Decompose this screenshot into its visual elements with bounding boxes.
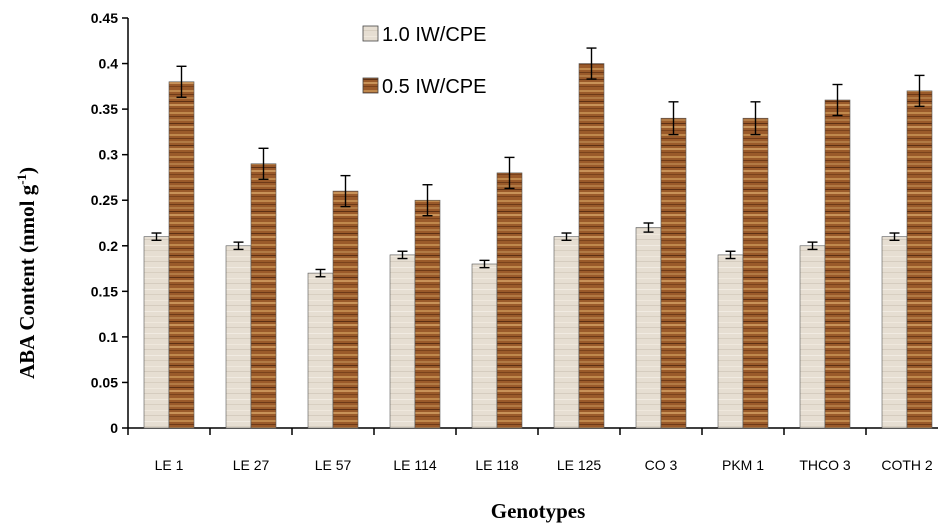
- bar-series-2: [578, 63, 605, 429]
- bars: [143, 63, 933, 429]
- bar-series-1: [471, 263, 498, 429]
- y-tick-label: 0: [110, 420, 118, 436]
- bar-series-1: [717, 254, 744, 429]
- legend-swatch-series-1: [362, 25, 379, 42]
- category-label: LE 125: [557, 457, 602, 473]
- y-tick-label: 0.1: [99, 329, 119, 345]
- bar-series-1: [553, 236, 580, 429]
- bar-series-1: [143, 236, 170, 429]
- bar-series-1: [881, 236, 908, 429]
- error-bars: [151, 47, 925, 278]
- bar-series-2: [660, 117, 687, 429]
- y-tick-label: 0.05: [91, 374, 118, 390]
- legend-swatch-series-2: [362, 77, 379, 94]
- bar-series-2: [824, 99, 851, 429]
- x-axis-title: Genotypes: [491, 499, 586, 523]
- legend: 1.0 IW/CPE 0.5 IW/CPE: [362, 24, 486, 98]
- y-tick-label: 0.25: [91, 192, 118, 208]
- y-tick-label: 0.45: [91, 10, 118, 26]
- bar-series-2: [496, 172, 523, 429]
- bar-series-1: [225, 245, 252, 429]
- category-label: PKM 1: [722, 457, 764, 473]
- category-label: LE 118: [475, 457, 519, 473]
- bar-series-2: [168, 81, 195, 429]
- bar-series-1: [799, 245, 826, 429]
- bar-series-1: [635, 227, 662, 429]
- category-label: CO 3: [645, 457, 678, 473]
- category-label: LE 57: [315, 457, 352, 473]
- y-axis-title: ABA Content (nmol g-1): [14, 167, 39, 379]
- category-label: LE 1: [155, 457, 184, 473]
- legend-label-series-1: 1.0 IW/CPE: [382, 24, 486, 46]
- category-label: LE 114: [393, 457, 437, 473]
- y-tick-label: 0.4: [99, 56, 119, 72]
- bar-series-1: [389, 254, 416, 429]
- y-axis-title-main: ABA Content (nmol g: [15, 184, 39, 379]
- bar-series-2: [906, 90, 933, 429]
- category-labels: LE 1 LE 27 LE 57 LE 114 LE 118 LE 125 CO 3 PKM …: [155, 457, 933, 473]
- bar-series-2: [332, 190, 359, 429]
- y-ticks: 0 0.05 0.1 0.15 0.2 0.25 0.3 0.35 0.4 0.45: [91, 10, 128, 436]
- y-axis-title-suffix: ): [15, 167, 39, 174]
- y-tick-label: 0.2: [99, 238, 119, 254]
- bar-series-2: [414, 199, 441, 429]
- bar-series-2: [742, 117, 769, 429]
- category-label: LE 27: [233, 457, 270, 473]
- category-label: THCO 3: [799, 457, 851, 473]
- y-tick-label: 0.15: [91, 283, 118, 299]
- bar-series-2: [250, 163, 277, 429]
- y-tick-label: 0.3: [99, 147, 119, 163]
- bar-series-1: [307, 272, 334, 429]
- legend-label-series-2: 0.5 IW/CPE: [382, 76, 486, 98]
- y-tick-label: 0.35: [91, 101, 118, 117]
- y-axis-title-superscript: -1: [14, 174, 29, 185]
- x-ticks: [127, 428, 867, 435]
- category-label: COTH 2: [881, 457, 933, 473]
